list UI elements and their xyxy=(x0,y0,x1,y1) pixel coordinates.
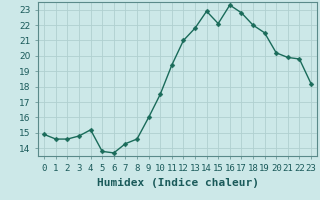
X-axis label: Humidex (Indice chaleur): Humidex (Indice chaleur) xyxy=(97,178,259,188)
